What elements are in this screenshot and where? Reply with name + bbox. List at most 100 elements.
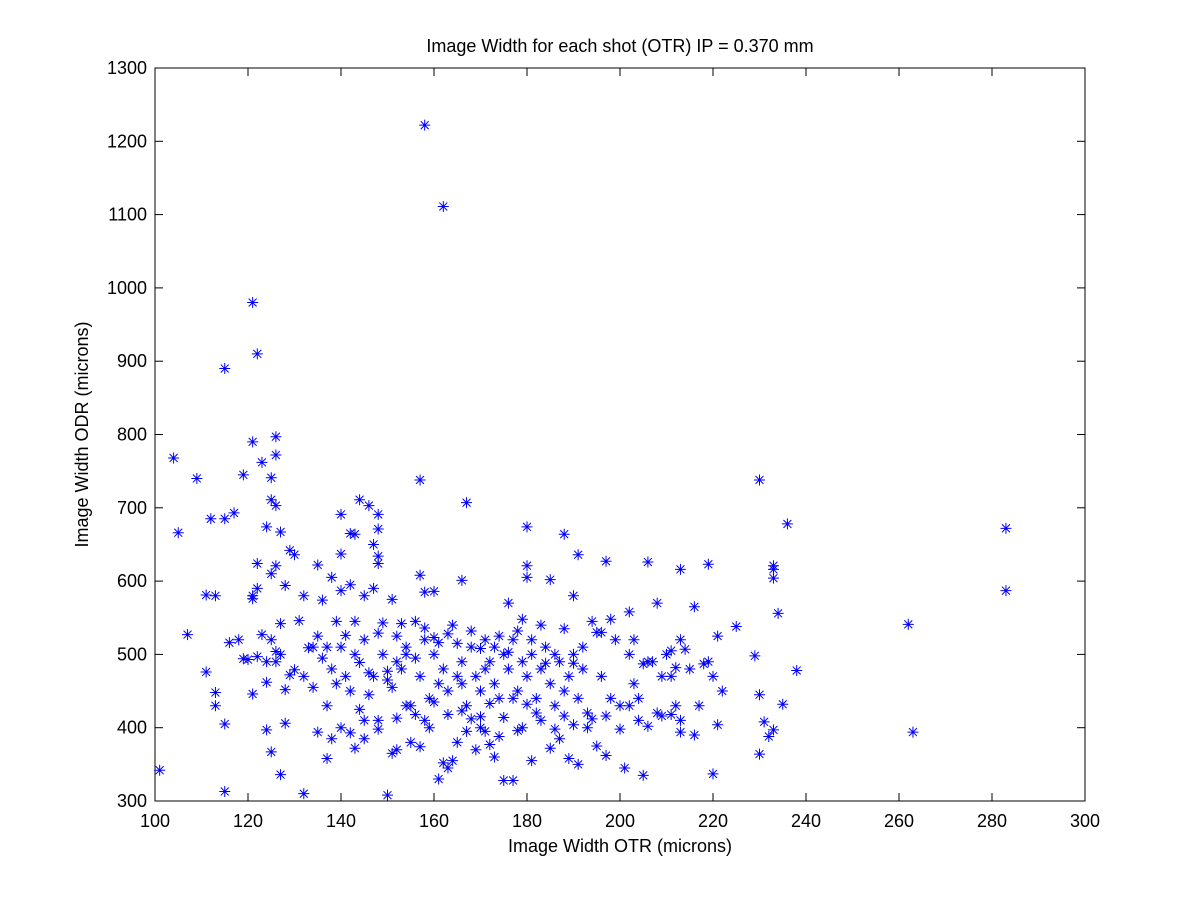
- x-tick-label: 240: [791, 811, 821, 831]
- data-point: [340, 629, 352, 641]
- data-point: [535, 663, 547, 675]
- data-point: [321, 752, 333, 764]
- data-point: [372, 550, 384, 562]
- data-point: [461, 700, 473, 712]
- data-point: [372, 714, 384, 726]
- data-point: [475, 722, 486, 734]
- data-point: [781, 518, 793, 530]
- data-point: [358, 714, 370, 726]
- data-point: [772, 607, 784, 619]
- y-tick-label: 700: [117, 498, 147, 518]
- data-point: [382, 674, 393, 686]
- data-point: [340, 670, 352, 682]
- data-point: [702, 558, 714, 570]
- data-point: [382, 665, 393, 677]
- data-point: [233, 634, 245, 646]
- data-point: [623, 606, 635, 618]
- data-point: [749, 650, 761, 662]
- data-point: [540, 641, 552, 653]
- data-point: [521, 521, 533, 533]
- data-point: [544, 742, 556, 754]
- data-point: [712, 719, 724, 731]
- data-point: [609, 634, 621, 646]
- data-point: [470, 670, 482, 682]
- data-point: [270, 560, 282, 572]
- data-point: [623, 648, 635, 660]
- data-point: [326, 663, 338, 675]
- x-tick-label: 120: [233, 811, 263, 831]
- data-point: [707, 768, 719, 780]
- y-tick-label: 800: [117, 425, 147, 445]
- data-point: [498, 774, 510, 786]
- data-point: [335, 548, 347, 560]
- data-point: [372, 508, 384, 520]
- data-point: [526, 755, 538, 767]
- data-point: [354, 703, 366, 715]
- data-point: [619, 762, 631, 774]
- x-tick-label: 260: [884, 811, 914, 831]
- data-point: [665, 645, 677, 657]
- data-point: [428, 648, 440, 660]
- data-point: [251, 558, 263, 570]
- data-point: [907, 726, 919, 738]
- data-point: [270, 645, 282, 657]
- data-point: [600, 710, 612, 722]
- data-point: [261, 724, 273, 736]
- data-point: [330, 615, 342, 627]
- data-point: [684, 663, 696, 675]
- data-point: [456, 574, 468, 586]
- data-point: [758, 716, 770, 728]
- data-point: [688, 729, 700, 741]
- data-point: [679, 643, 691, 655]
- data-point: [289, 549, 300, 561]
- data-point: [484, 698, 496, 710]
- data-point: [335, 508, 347, 520]
- data-point: [228, 507, 240, 519]
- data-point: [623, 700, 635, 712]
- data-point: [400, 648, 412, 660]
- data-point: [502, 646, 514, 658]
- data-point: [605, 613, 617, 625]
- data-point: [419, 586, 431, 598]
- data-point: [447, 755, 459, 767]
- data-point: [419, 634, 431, 646]
- data-point: [382, 789, 393, 801]
- y-tick-label: 600: [117, 571, 147, 591]
- data-point: [558, 528, 570, 540]
- data-point: [484, 739, 496, 751]
- data-point: [414, 569, 426, 581]
- data-point: [200, 666, 212, 678]
- data-point: [358, 634, 370, 646]
- chart-title: Image Width for each shot (OTR) IP = 0.3…: [426, 36, 813, 56]
- data-point: [284, 669, 296, 681]
- data-point: [456, 678, 468, 690]
- data-point: [344, 727, 356, 739]
- x-tick-label: 280: [977, 811, 1007, 831]
- data-point: [493, 730, 505, 742]
- data-point: [558, 710, 570, 722]
- data-point: [642, 656, 654, 668]
- data-point: [479, 725, 491, 737]
- data-point: [558, 685, 570, 697]
- data-point: [256, 629, 268, 641]
- data-point: [335, 722, 347, 734]
- data-point: [451, 670, 463, 682]
- data-point: [391, 630, 403, 642]
- data-point: [182, 629, 194, 641]
- data-point: [358, 733, 370, 745]
- data-point: [693, 700, 705, 712]
- data-point: [168, 452, 180, 464]
- data-point: [172, 527, 184, 539]
- data-point: [405, 736, 417, 748]
- data-point: [265, 494, 277, 506]
- data-point: [754, 748, 765, 760]
- data-point: [716, 685, 728, 697]
- data-point: [209, 700, 221, 712]
- data-point: [437, 201, 449, 213]
- data-point: [665, 709, 677, 721]
- data-point: [637, 769, 649, 781]
- data-point: [237, 469, 249, 481]
- data-point: [442, 685, 454, 697]
- data-point: [465, 625, 477, 637]
